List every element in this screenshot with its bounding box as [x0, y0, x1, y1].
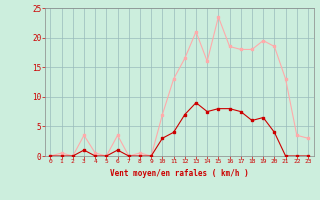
X-axis label: Vent moyen/en rafales ( km/h ): Vent moyen/en rafales ( km/h ) — [110, 169, 249, 178]
